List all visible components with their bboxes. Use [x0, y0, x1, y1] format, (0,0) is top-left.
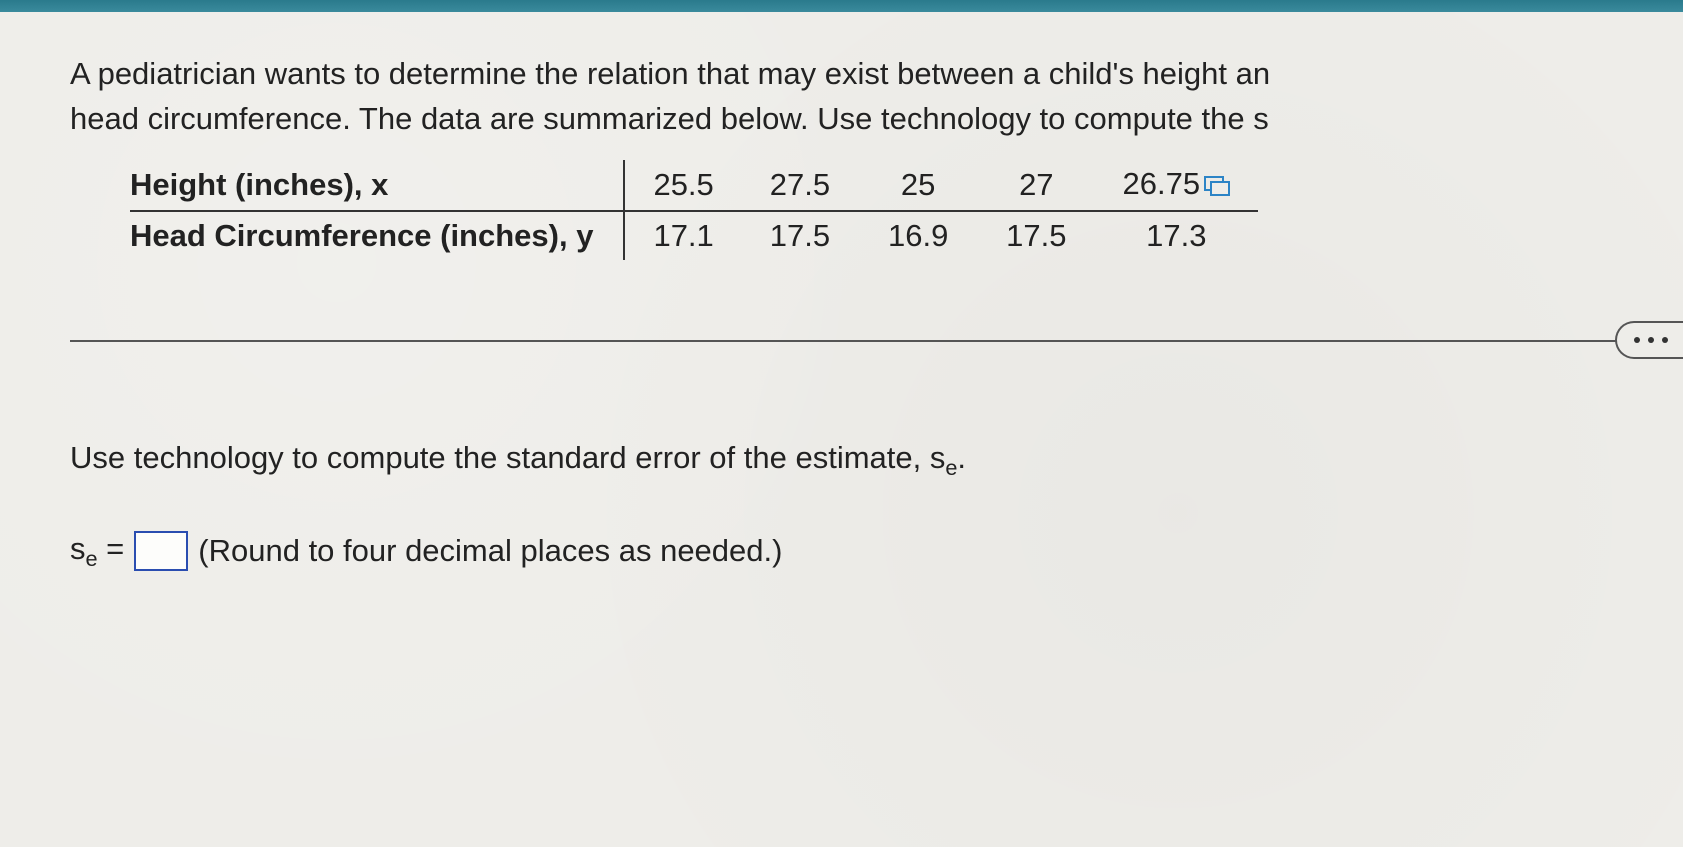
answer-equals: =	[98, 531, 125, 566]
instruction-subscript: e	[945, 455, 957, 480]
question-page: A pediatrician wants to determine the re…	[0, 12, 1683, 847]
instruction-prefix: Use technology to compute the standard e…	[70, 440, 945, 475]
cell-y-3: 16.9	[858, 211, 978, 260]
cell-x-2: 27.5	[742, 160, 858, 211]
cell-x-3: 25	[858, 160, 978, 211]
instruction-suffix: .	[957, 440, 966, 475]
problem-line-2: head circumference. The data are summari…	[70, 101, 1269, 136]
dot-icon	[1648, 337, 1654, 343]
more-options-button[interactable]	[1615, 321, 1683, 359]
row-header-x: Height (inches), x	[130, 160, 624, 211]
answer-hint: (Round to four decimal places as needed.…	[198, 533, 782, 569]
window-topbar	[0, 0, 1683, 12]
cell-x-4: 27	[978, 160, 1094, 211]
table-row: Head Circumference (inches), y 17.1 17.5…	[130, 211, 1258, 260]
cell-y-2: 17.5	[742, 211, 858, 260]
dot-icon	[1634, 337, 1640, 343]
answer-line: se = (Round to four decimal places as ne…	[70, 531, 1683, 572]
cell-x-5: 26.75	[1094, 160, 1258, 211]
answer-lhs: se =	[70, 531, 124, 572]
answer-input[interactable]	[134, 531, 188, 571]
answer-lhs-base: s	[70, 531, 86, 566]
cell-y-1: 17.1	[624, 211, 741, 260]
data-popup-icon[interactable]	[1204, 168, 1230, 204]
cell-x-5-value: 26.75	[1122, 166, 1200, 201]
answer-lhs-sub: e	[86, 546, 98, 571]
problem-statement: A pediatrician wants to determine the re…	[70, 52, 1683, 142]
cell-x-1: 25.5	[624, 160, 741, 211]
dot-icon	[1662, 337, 1668, 343]
problem-line-1: A pediatrician wants to determine the re…	[70, 56, 1270, 91]
table-row: Height (inches), x 25.5 27.5 25 27 26.75	[130, 160, 1258, 211]
data-table: Height (inches), x 25.5 27.5 25 27 26.75…	[130, 160, 1258, 260]
cell-y-5: 17.3	[1094, 211, 1258, 260]
instruction-text: Use technology to compute the standard e…	[70, 440, 1683, 481]
divider-row	[70, 340, 1683, 380]
row-header-y: Head Circumference (inches), y	[130, 211, 624, 260]
horizontal-rule	[70, 340, 1683, 342]
cell-y-4: 17.5	[978, 211, 1094, 260]
